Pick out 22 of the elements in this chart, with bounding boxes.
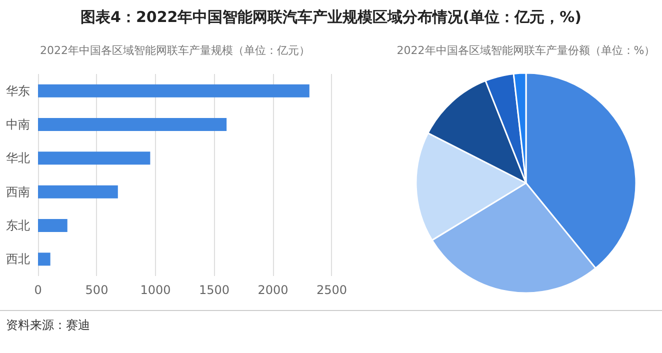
x-tick-label: 2000 <box>258 283 288 297</box>
x-tick-label: 2500 <box>316 283 348 297</box>
y-tick-label: 华北 <box>6 151 30 166</box>
chart-title: 图表4：2022年中国智能网联汽车产业规模区域分布情况(单位：亿元，%) <box>80 8 582 27</box>
y-tick-label: 西南 <box>6 184 30 199</box>
bar <box>38 152 150 165</box>
bar <box>38 84 310 98</box>
x-tick-label: 1000 <box>140 283 171 297</box>
x-tick-label: 500 <box>85 283 108 297</box>
bar <box>38 252 50 266</box>
chart-subtitle: 2022年中国各区域智能网联车产量规模（单位：亿元） <box>40 44 310 57</box>
x-tick-label: 0 <box>34 283 42 297</box>
bar <box>38 118 227 131</box>
bar <box>38 185 118 198</box>
chart-title: 2022年中国各区域智能网联车产量份额（单位：%） <box>396 44 656 57</box>
y-tick-label: 西北 <box>6 252 30 266</box>
y-tick-label: 华东 <box>6 84 30 98</box>
x-tick-label: 1500 <box>198 283 230 297</box>
y-tick-label: 东北 <box>6 218 30 232</box>
bar <box>38 219 68 232</box>
text: 资料来源：赛迪 <box>6 317 90 334</box>
y-tick-label: 中南 <box>6 118 30 132</box>
